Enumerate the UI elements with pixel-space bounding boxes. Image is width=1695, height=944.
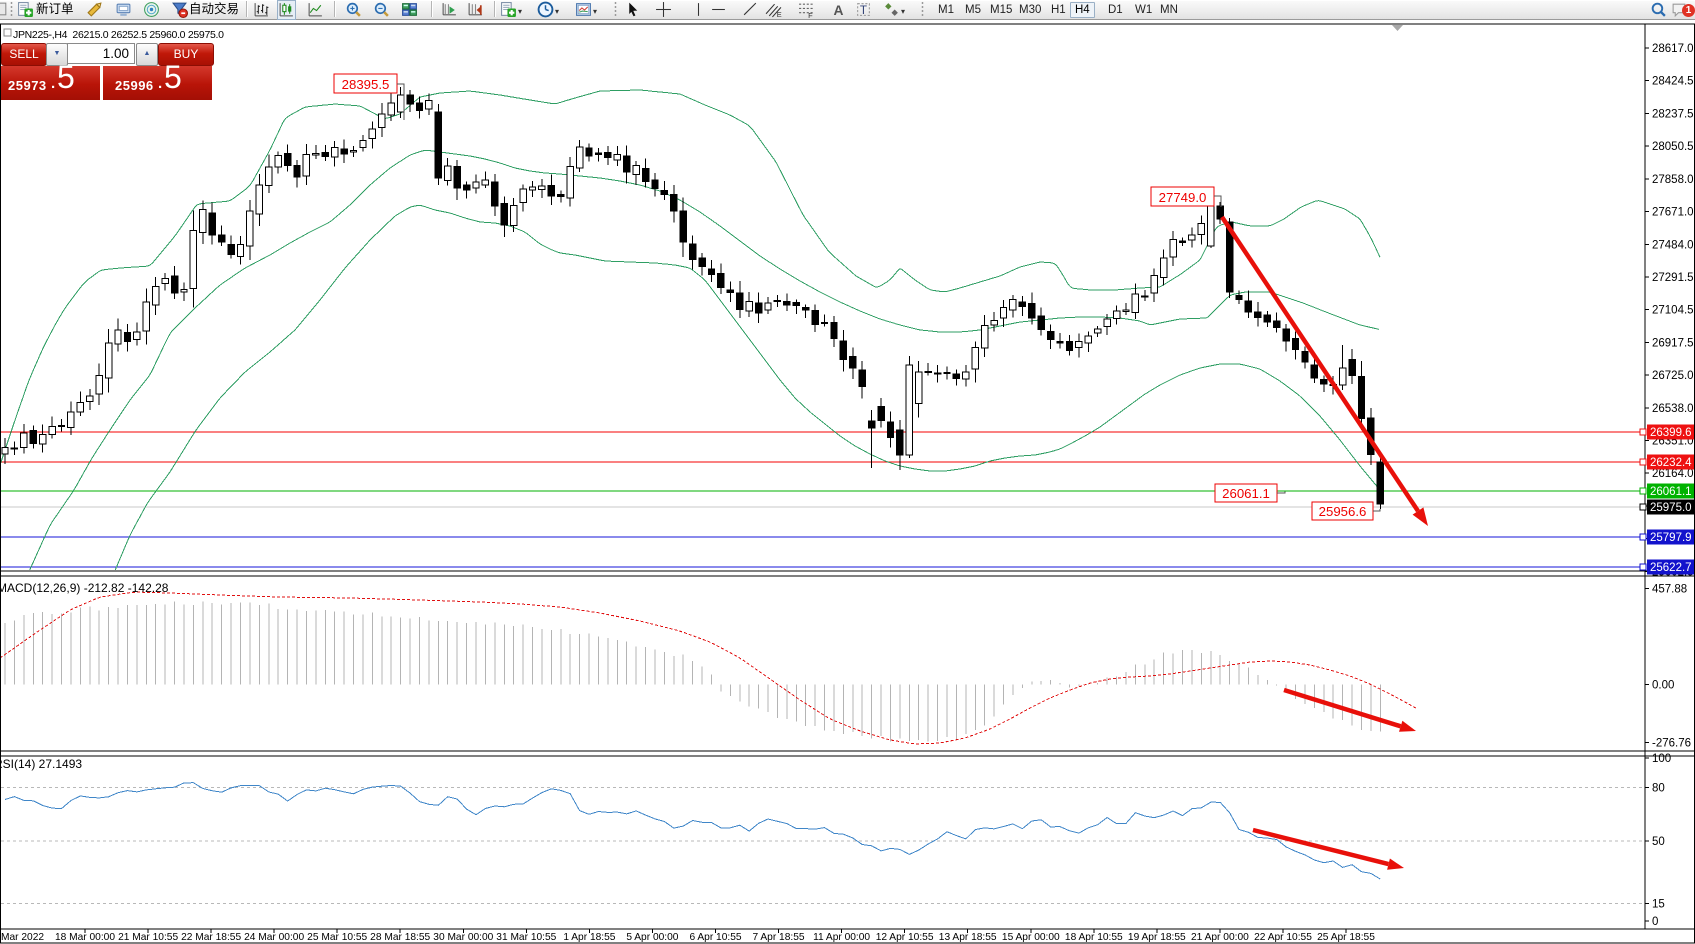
svg-text:50: 50 <box>1652 836 1665 848</box>
svg-text:27484.0: 27484.0 <box>1652 239 1694 251</box>
svg-text:15 Apr 00:00: 15 Apr 00:00 <box>1002 932 1060 943</box>
svg-text:28050.5: 28050.5 <box>1652 141 1694 153</box>
svg-text:25797.9: 25797.9 <box>1650 532 1692 544</box>
svg-text:15: 15 <box>1652 899 1665 911</box>
svg-text:25975.0: 25975.0 <box>1650 502 1692 514</box>
svg-text:0: 0 <box>1652 916 1658 928</box>
svg-text:12 Apr 10:55: 12 Apr 10:55 <box>876 932 934 943</box>
svg-text:26725.0: 26725.0 <box>1652 370 1694 382</box>
svg-text:13 Apr 18:55: 13 Apr 18:55 <box>939 932 997 943</box>
svg-text:26232.4: 26232.4 <box>1650 457 1692 469</box>
svg-text:26061.1: 26061.1 <box>1650 486 1692 498</box>
svg-text:28617.0: 28617.0 <box>1652 43 1694 55</box>
svg-text:22 Apr 10:55: 22 Apr 10:55 <box>1254 932 1312 943</box>
svg-text:RSI(14) 27.1493: RSI(14) 27.1493 <box>0 757 82 771</box>
svg-text:28 Mar 18:55: 28 Mar 18:55 <box>370 932 430 943</box>
svg-text:27104.5: 27104.5 <box>1652 305 1694 317</box>
svg-text:26538.0: 26538.0 <box>1652 403 1694 415</box>
svg-text:27671.0: 27671.0 <box>1652 207 1694 219</box>
svg-text:A: A <box>834 2 844 18</box>
svg-text:457.88: 457.88 <box>1652 584 1687 596</box>
svg-text:100: 100 <box>1652 753 1671 765</box>
svg-text:80: 80 <box>1652 783 1665 795</box>
svg-text:27291.5: 27291.5 <box>1652 272 1694 284</box>
svg-text:26061.1: 26061.1 <box>1222 486 1270 501</box>
svg-text:27749.0: 27749.0 <box>1159 190 1207 205</box>
svg-text:31 Mar 10:55: 31 Mar 10:55 <box>496 932 556 943</box>
svg-text:18 Apr 10:55: 18 Apr 10:55 <box>1065 932 1123 943</box>
svg-text:25 Mar 10:55: 25 Mar 10:55 <box>307 932 367 943</box>
svg-text:26399.6: 26399.6 <box>1650 427 1692 439</box>
svg-text:F: F <box>808 11 813 18</box>
svg-text:28424.5: 28424.5 <box>1652 76 1694 88</box>
svg-text:T: T <box>860 4 867 17</box>
svg-text:24 Mar 00:00: 24 Mar 00:00 <box>244 932 304 943</box>
svg-text:25956.6: 25956.6 <box>1319 504 1367 519</box>
svg-text:25622.7: 25622.7 <box>1650 562 1692 574</box>
svg-text:5 Apr 00:00: 5 Apr 00:00 <box>626 932 678 943</box>
svg-text:18 Mar 00:00: 18 Mar 00:00 <box>55 932 115 943</box>
svg-text:30 Mar 00:00: 30 Mar 00:00 <box>433 932 493 943</box>
svg-text:6 Apr 10:55: 6 Apr 10:55 <box>689 932 741 943</box>
svg-text:7 Apr 18:55: 7 Apr 18:55 <box>752 932 804 943</box>
svg-text:-276.76: -276.76 <box>1652 738 1691 750</box>
svg-text:22 Mar 18:55: 22 Mar 18:55 <box>181 932 241 943</box>
svg-text:E: E <box>777 10 782 18</box>
svg-text:19 Apr 18:55: 19 Apr 18:55 <box>1128 932 1186 943</box>
svg-text:26164.0: 26164.0 <box>1652 468 1694 480</box>
svg-text:21 Apr 00:00: 21 Apr 00:00 <box>1191 932 1249 943</box>
svg-text:0.00: 0.00 <box>1652 680 1674 692</box>
svg-text:25 Apr 18:55: 25 Apr 18:55 <box>1317 932 1375 943</box>
svg-text:JPN225-,H4 26215.0 26252.5 25: JPN225-,H4 26215.0 26252.5 25960.0 25975… <box>13 29 224 41</box>
svg-text:Mar 2022: Mar 2022 <box>1 932 44 943</box>
svg-text:1 Apr 18:55: 1 Apr 18:55 <box>563 932 615 943</box>
svg-text:MACD(12,26,9) -212.82 -142.28: MACD(12,26,9) -212.82 -142.28 <box>0 581 169 595</box>
svg-text:28237.5: 28237.5 <box>1652 108 1694 120</box>
svg-text:27858.0: 27858.0 <box>1652 174 1694 186</box>
svg-text:26917.5: 26917.5 <box>1652 337 1694 349</box>
svg-text:11 Apr 00:00: 11 Apr 00:00 <box>813 932 870 943</box>
svg-text:28395.5: 28395.5 <box>342 77 390 92</box>
svg-text:21 Mar 10:55: 21 Mar 10:55 <box>118 932 178 943</box>
